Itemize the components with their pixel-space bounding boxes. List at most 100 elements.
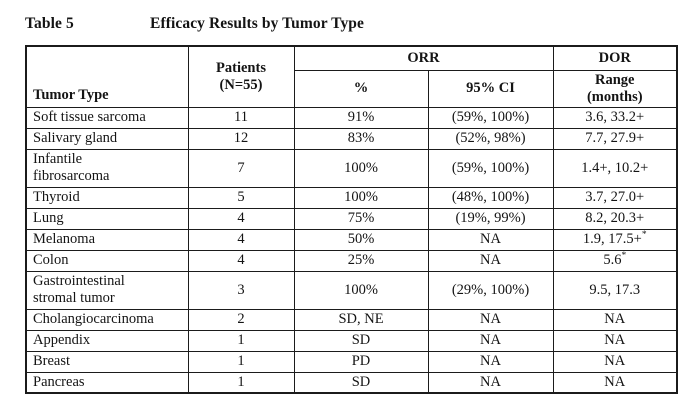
cell-patients: 7 — [187, 148, 295, 188]
cell-orr-ci: (29%, 100%) — [427, 270, 554, 310]
header-sub-row: % 95% CI Range (months) — [26, 69, 678, 108]
cell-dor-range: 9.5, 17.3 — [552, 270, 678, 310]
cell-orr-percent: PD — [293, 350, 429, 373]
cell-tumor-type: Cholangiocarcinoma — [25, 308, 189, 331]
efficacy-results-table: Tumor Type Patients (N=55) ORR DOR % 95%… — [25, 45, 679, 395]
dor-value: NA — [604, 353, 626, 370]
cell-patients: 4 — [187, 207, 295, 230]
cell-patients: 12 — [187, 127, 295, 150]
dor-value: NA — [604, 332, 626, 349]
cell-tumor-type: Soft tissue sarcoma — [25, 106, 189, 129]
cell-orr-percent: SD, NE — [293, 308, 429, 331]
cell-orr-ci: (59%, 100%) — [427, 148, 554, 188]
cell-orr-ci: (48%, 100%) — [427, 186, 554, 209]
cell-orr-percent: 100% — [293, 270, 429, 310]
cell-orr-percent: 75% — [293, 207, 429, 230]
table-row-soft-tissue-sarcoma: Soft tissue sarcoma 11 91% (59%, 100%) 3… — [25, 106, 678, 129]
cell-orr-ci: NA — [427, 371, 554, 394]
header-orr-percent: % — [293, 69, 429, 108]
cell-patients: 4 — [187, 249, 295, 272]
table-caption: Efficacy Results by Tumor Type — [150, 15, 364, 32]
cell-orr-percent: 91% — [293, 106, 429, 129]
cell-dor-range: 8.2, 20.3+ — [552, 207, 678, 230]
dor-value: 1.9, 17.5+ — [582, 231, 642, 248]
table-row-appendix: Appendix 1 SD NA NA — [25, 329, 678, 352]
cell-orr-percent: 100% — [293, 186, 429, 209]
table-body: Soft tissue sarcoma 11 91% (59%, 100%) 3… — [25, 106, 678, 394]
cell-dor-range: 1.4+, 10.2+ — [552, 148, 678, 188]
cell-patients: 3 — [187, 270, 295, 310]
dor-value: NA — [604, 373, 626, 390]
dor-value: 1.4+, 10.2+ — [581, 159, 649, 176]
dor-value: 9.5, 17.3 — [589, 281, 641, 298]
cell-tumor-type: Breast — [25, 350, 189, 373]
table-row-infantile-fibrosarcoma: Infantile fibrosarcoma 7 100% (59%, 100%… — [25, 148, 678, 188]
cell-patients: 5 — [187, 186, 295, 209]
cell-dor-range: NA — [552, 371, 678, 394]
cell-tumor-type: Infantile fibrosarcoma — [25, 148, 189, 188]
table-row-breast: Breast 1 PD NA NA — [25, 350, 678, 373]
cell-patients: 4 — [187, 228, 295, 251]
cell-patients: 1 — [187, 350, 295, 373]
cell-dor-range: NA — [552, 308, 678, 331]
cell-orr-percent: 100% — [293, 148, 429, 188]
header-dor-group: DOR — [552, 45, 678, 71]
header-group-row: Tumor Type Patients (N=55) ORR DOR — [25, 45, 678, 108]
table-header: Tumor Type Patients (N=55) ORR DOR % 95%… — [25, 45, 678, 108]
cell-dor-range: 3.7, 27.0+ — [552, 186, 678, 209]
header-orr-group: ORR — [293, 45, 554, 71]
cell-orr-ci: NA — [427, 249, 554, 272]
cell-tumor-type: Salivary gland — [25, 127, 189, 150]
cell-dor-range: NA — [552, 329, 678, 352]
dor-value: 5.6 — [603, 252, 622, 269]
cell-orr-ci: NA — [427, 308, 554, 331]
table-number: Table 5 — [25, 15, 74, 32]
table-row-gastrointestinal-stromal-tumor: Gastrointestinal stromal tumor 3 100% (2… — [25, 270, 678, 310]
cell-dor-range: 3.6, 33.2+ — [552, 106, 678, 129]
cell-orr-percent: 50% — [293, 228, 429, 251]
cell-orr-ci: NA — [427, 350, 554, 373]
cell-patients: 1 — [187, 371, 295, 394]
cell-orr-percent: 83% — [293, 127, 429, 150]
table-row-melanoma: Melanoma 4 50% NA 1.9, 17.5+* — [25, 228, 678, 251]
table-row-colon: Colon 4 25% NA 5.6* — [25, 249, 678, 272]
dor-value: 7.7, 27.9+ — [585, 130, 645, 147]
header-patients: Patients (N=55) — [187, 45, 295, 108]
cell-tumor-type: Gastrointestinal stromal tumor — [25, 270, 189, 310]
header-dor-range: Range (months) — [552, 69, 678, 108]
cell-dor-range: 7.7, 27.9+ — [552, 127, 678, 150]
cell-orr-ci: (19%, 99%) — [427, 207, 554, 230]
dor-value: 8.2, 20.3+ — [585, 210, 645, 227]
table-row-lung: Lung 4 75% (19%, 99%) 8.2, 20.3+ — [25, 207, 678, 230]
cell-tumor-type: Colon — [25, 249, 189, 272]
table-row-cholangiocarcinoma: Cholangiocarcinoma 2 SD, NE NA NA — [25, 308, 678, 331]
cell-orr-ci: (52%, 98%) — [427, 127, 554, 150]
table-title: Table 5 Efficacy Results by Tumor Type — [25, 15, 698, 33]
cell-dor-range: 1.9, 17.5+* — [552, 228, 678, 251]
cell-orr-percent: SD — [293, 329, 429, 352]
header-tumor-type: Tumor Type — [25, 45, 189, 108]
cell-orr-percent: 25% — [293, 249, 429, 272]
cell-tumor-type: Thyroid — [25, 186, 189, 209]
cell-dor-range: 5.6* — [552, 249, 678, 272]
cell-dor-range: NA — [552, 350, 678, 373]
cell-orr-ci: NA — [427, 228, 554, 251]
dor-value: NA — [604, 311, 626, 328]
dor-value: 3.7, 27.0+ — [585, 189, 645, 206]
cell-orr-ci: (59%, 100%) — [427, 106, 554, 129]
cell-patients: 2 — [187, 308, 295, 331]
cell-orr-percent: SD — [293, 371, 429, 394]
cell-patients: 1 — [187, 329, 295, 352]
cell-patients: 11 — [187, 106, 295, 129]
table-row-pancreas: Pancreas 1 SD NA NA — [25, 371, 678, 394]
cell-tumor-type: Lung — [25, 207, 189, 230]
cell-tumor-type: Appendix — [25, 329, 189, 352]
cell-tumor-type: Pancreas — [25, 371, 189, 394]
dor-value: 3.6, 33.2+ — [585, 109, 645, 126]
footnote-marker: * — [621, 251, 627, 262]
cell-tumor-type: Melanoma — [25, 228, 189, 251]
header-orr-ci: 95% CI — [427, 69, 554, 108]
table-row-thyroid: Thyroid 5 100% (48%, 100%) 3.7, 27.0+ — [25, 186, 678, 209]
cell-orr-ci: NA — [427, 329, 554, 352]
